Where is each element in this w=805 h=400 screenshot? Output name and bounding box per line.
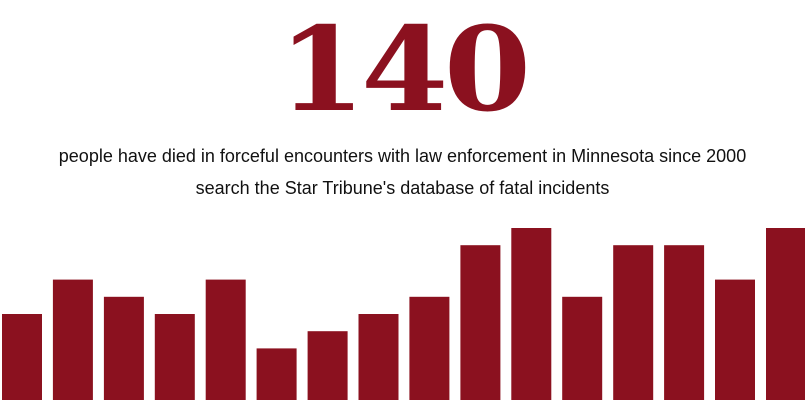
bar-2[interactable] [103, 296, 144, 400]
death-count: 140 [278, 2, 531, 138]
bar-5[interactable] [256, 348, 297, 400]
bar-0[interactable] [2, 314, 42, 400]
bar-11[interactable] [562, 296, 603, 400]
bar-7[interactable] [358, 314, 399, 400]
bar-6[interactable] [307, 331, 348, 400]
bars-group [2, 228, 805, 400]
bar-8[interactable] [409, 296, 450, 400]
bar-4[interactable] [205, 279, 246, 400]
bar-13[interactable] [664, 245, 705, 400]
bar-12[interactable] [613, 245, 654, 400]
bar-14[interactable] [715, 279, 755, 400]
bar-10[interactable] [511, 228, 552, 400]
bar-9[interactable] [460, 245, 501, 400]
bar-3[interactable] [154, 314, 195, 400]
bar-15[interactable] [766, 228, 805, 400]
bar-1[interactable] [52, 279, 93, 400]
description-text: people have died in forceful encounters … [58, 146, 747, 166]
search-database-link[interactable]: search the Star Tribune's database of fa… [195, 178, 610, 198]
